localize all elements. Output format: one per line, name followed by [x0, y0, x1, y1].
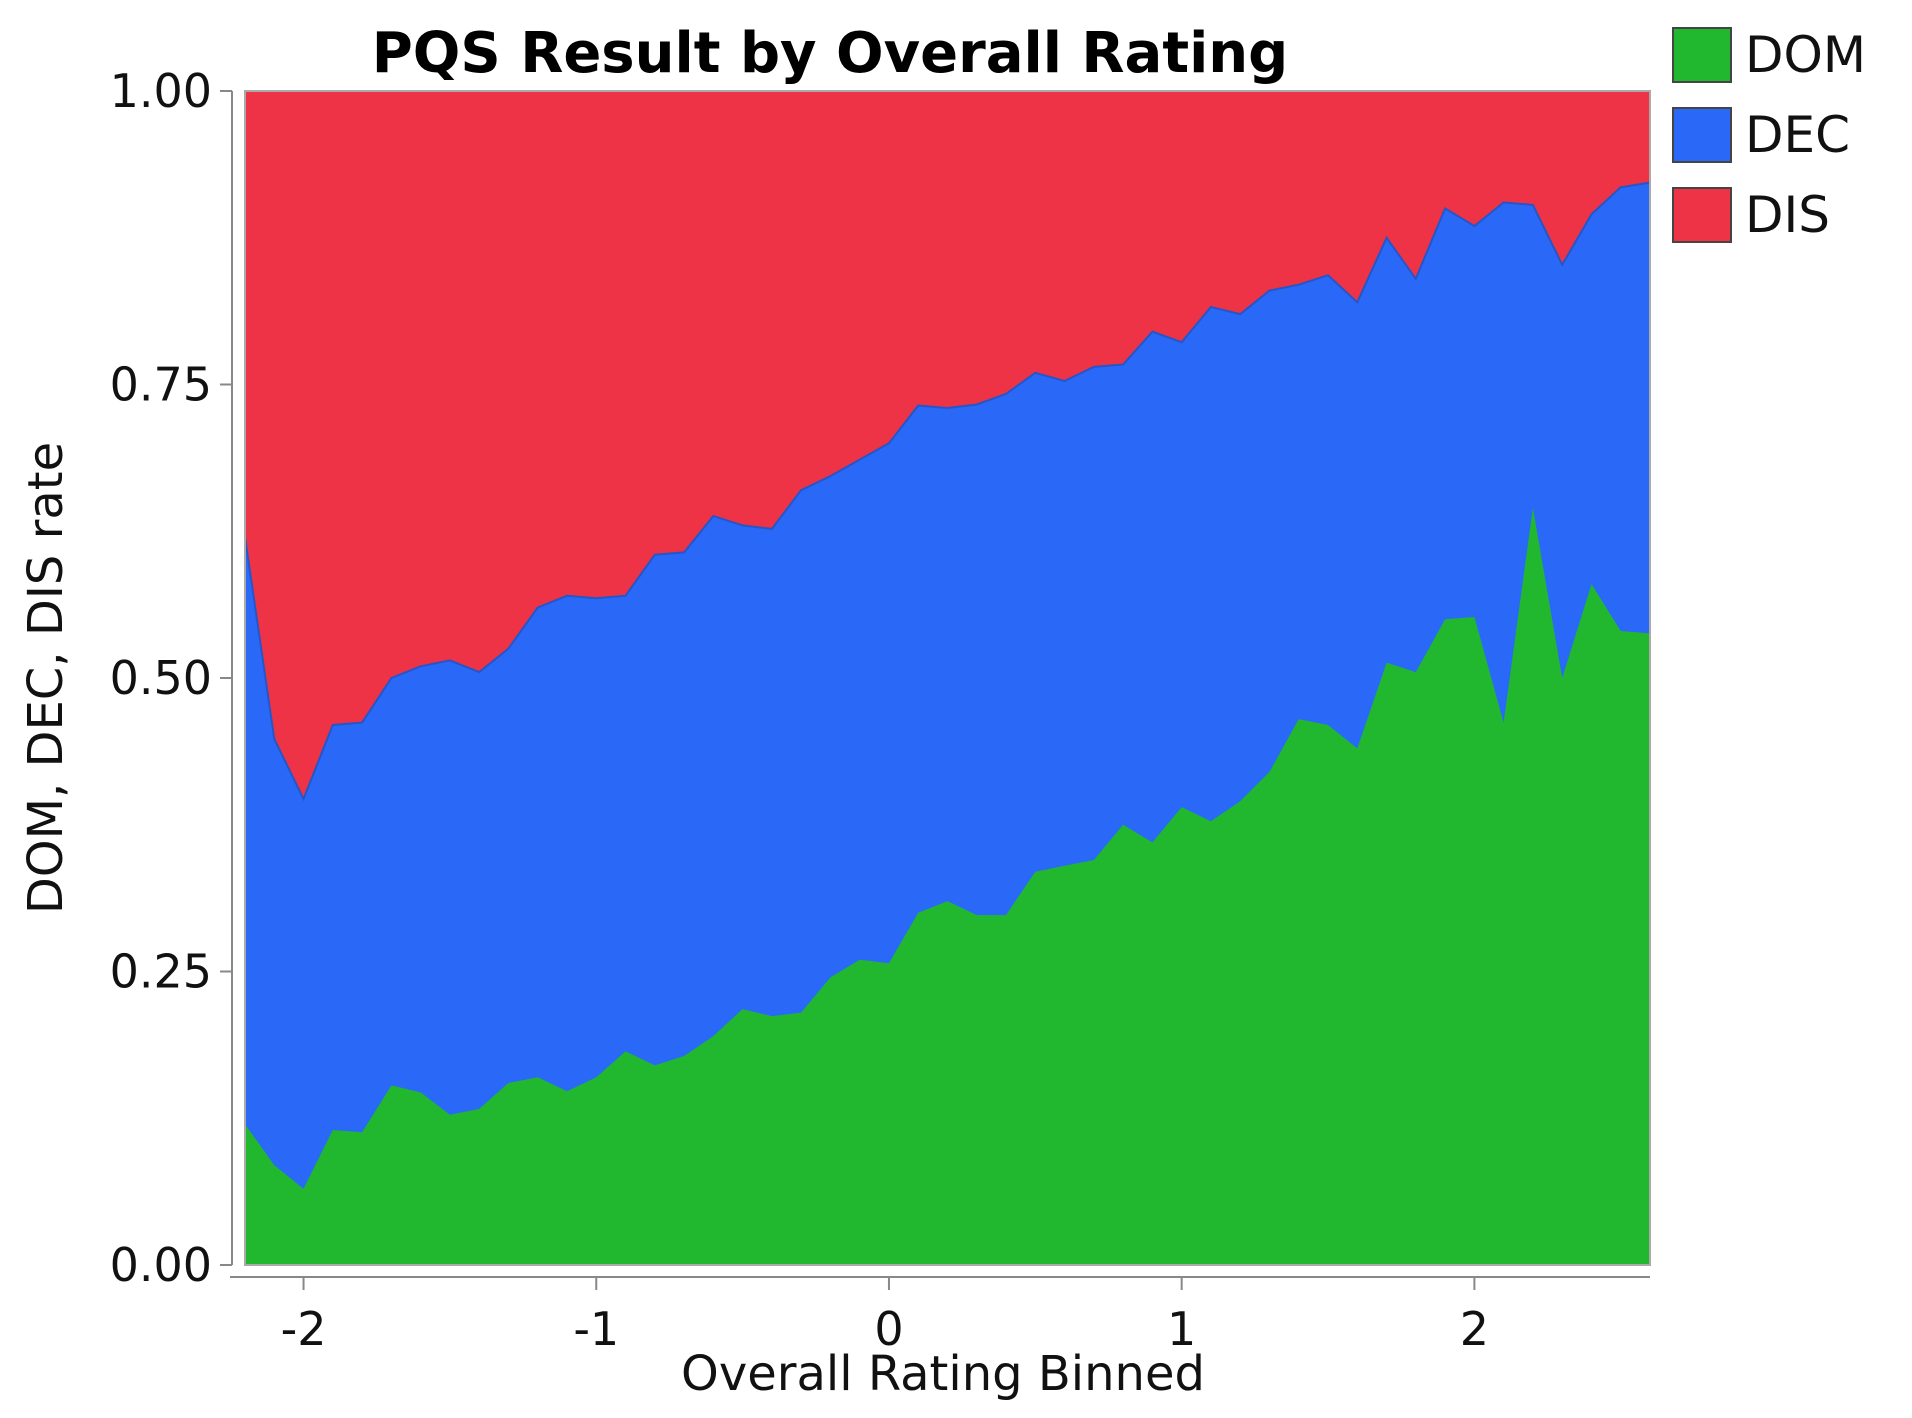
y-tick-label: 1.00 [110, 64, 212, 118]
x-axis: -2 -1 0 1 2 [230, 1276, 1650, 1356]
legend-label-dis: DIS [1745, 186, 1830, 244]
legend: DOM DEC DIS [1672, 26, 1866, 244]
x-tick-label: 2 [1460, 1302, 1489, 1356]
y-tick-label: 0.50 [110, 651, 212, 705]
y-tick-label: 0.00 [110, 1238, 212, 1292]
area-series-group [244, 91, 1651, 1266]
area-dom [245, 507, 1650, 1265]
x-tick-label: 0 [874, 1302, 903, 1356]
x-axis-title: Overall Rating Binned [681, 1346, 1205, 1402]
x-tick-label: -2 [281, 1302, 327, 1356]
x-tick-label: 1 [1167, 1302, 1196, 1356]
legend-label-dec: DEC [1745, 106, 1850, 164]
y-tick-label: 0.25 [110, 945, 212, 999]
legend-label-dom: DOM [1745, 26, 1866, 84]
chart-title: PQS Result by Overall Rating [372, 21, 1289, 86]
y-axis: 0.00 0.25 0.50 0.75 1.00 [110, 64, 233, 1292]
y-tick-label: 0.75 [110, 358, 212, 412]
legend-swatch-dom [1672, 27, 1732, 83]
legend-swatch-dis [1672, 187, 1732, 243]
x-tick-label: -1 [573, 1302, 619, 1356]
y-axis-title: DOM, DEC, DIS rate [18, 442, 74, 914]
plot-frame [244, 90, 1651, 1266]
legend-swatch-dec [1672, 107, 1732, 163]
plot-area [244, 90, 1651, 1266]
